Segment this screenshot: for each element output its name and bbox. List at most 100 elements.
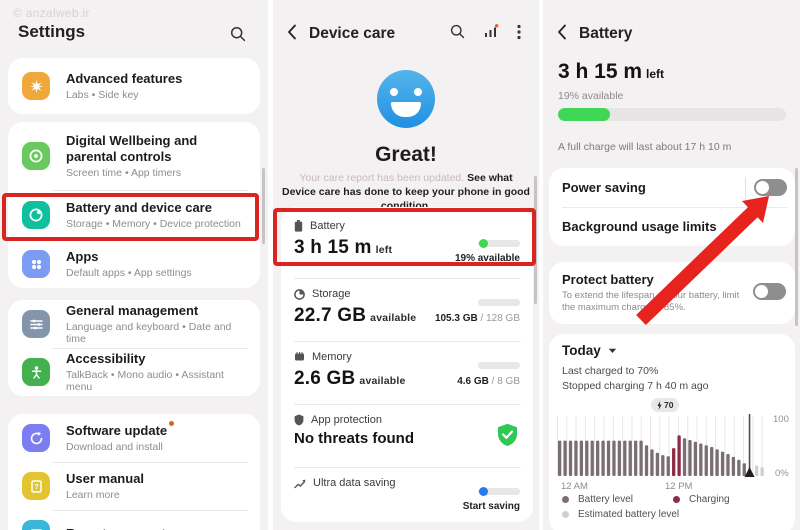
device-care-screen: Device care Great! Your care report has … [273, 0, 539, 530]
legend-estimated-level: Estimated battery level [562, 509, 679, 520]
battery-device-care-icon [22, 201, 50, 229]
item-subtitle: Download and install [66, 440, 163, 453]
settings-item-digital-wellbeing[interactable]: Digital Wellbeing and parental controls … [8, 122, 260, 190]
item-title: Battery and device care [66, 200, 212, 216]
device-care-header: Device care [273, 20, 539, 48]
care-report-note: Your care report has been updated. See w… [282, 172, 530, 212]
chevron-down-icon [608, 348, 616, 353]
background-usage-label: Background usage limits [562, 219, 717, 234]
protect-battery-toggle[interactable] [753, 283, 786, 300]
battery-header: Battery [543, 20, 800, 48]
divider [52, 190, 248, 191]
settings-card: Digital Wellbeing and parental controls … [8, 122, 260, 288]
power-saving-row[interactable]: Power saving [549, 168, 795, 207]
back-icon[interactable] [287, 24, 297, 45]
divider [294, 278, 521, 279]
item-subtitle: Screen time • App timers [66, 166, 182, 179]
divider [294, 404, 521, 405]
stats-icon[interactable] [483, 24, 499, 44]
more-icon[interactable] [517, 24, 521, 45]
time-left: 3 h 15 m left [558, 60, 665, 83]
battery-mini-gauge [478, 239, 520, 248]
item-title: Accessibility [66, 351, 146, 367]
advanced-features-icon [22, 72, 50, 100]
settings-item-accessibility[interactable]: Accessibility TalkBack • Mono audio • As… [8, 348, 260, 396]
item-title: Software update [66, 421, 175, 439]
back-icon[interactable] [557, 24, 567, 45]
legend-dot [673, 496, 680, 503]
apps-icon [22, 250, 50, 278]
settings-card: Advanced features Labs • Side key [8, 58, 260, 114]
battery-label: Battery [310, 220, 345, 232]
storage-label: Storage [312, 288, 351, 300]
divider [52, 462, 248, 463]
data-saving-dot [479, 487, 488, 496]
scrollbar[interactable] [795, 168, 798, 326]
divider [294, 341, 521, 342]
protect-battery-card[interactable]: Protect battery To extend the lifespan o… [549, 262, 795, 324]
accessibility-icon [22, 358, 50, 386]
remote-support-icon [22, 520, 50, 530]
last-charged-text: Last charged to 70% [562, 365, 659, 377]
item-subtitle: Storage • Memory • Device protection [66, 217, 241, 230]
period-dropdown[interactable]: Today [562, 343, 617, 358]
background-usage-limits-row[interactable]: Background usage limits [549, 207, 795, 246]
settings-item-remote-support[interactable]: Remote support [8, 510, 260, 530]
software-update-icon [22, 424, 50, 452]
x-tick-12pm: 12 PM [665, 481, 693, 492]
bolt-icon [657, 400, 662, 410]
svg-text:?: ? [34, 484, 38, 491]
battery-icon [294, 220, 303, 232]
memory-available: 2.6 GB available [294, 368, 406, 389]
memory-label: Memory [312, 351, 352, 363]
ultra-data-saving-label: Ultra data saving [313, 477, 396, 489]
general-management-icon [22, 310, 50, 338]
digital-wellbeing-icon [22, 142, 50, 170]
start-saving-action[interactable]: Start saving [462, 501, 520, 512]
app-protection-icon [294, 414, 304, 426]
update-badge-dot [169, 421, 175, 427]
storage-gauge [478, 299, 520, 306]
settings-item-software-update[interactable]: Software update Download and install [8, 414, 260, 462]
settings-item-general-management[interactable]: General management Language and keyboard… [8, 300, 260, 348]
divider [294, 467, 521, 468]
smiley-mouth [391, 102, 421, 117]
item-subtitle: TalkBack • Mono audio • Assistant menu [66, 368, 224, 393]
settings-item-user-manual[interactable]: ? User manual Learn more [8, 462, 260, 510]
battery-level-bar [558, 108, 786, 121]
settings-card: General management Language and keyboard… [8, 300, 260, 396]
shield-check-icon [497, 423, 518, 452]
settings-item-battery-device-care[interactable]: Battery and device care Storage • Memory… [8, 190, 260, 240]
settings-item-apps[interactable]: Apps Default apps • App settings [8, 240, 260, 288]
search-icon[interactable] [230, 26, 246, 47]
item-title: General management [66, 303, 199, 319]
item-subtitle: Labs • Side key [66, 88, 139, 101]
scrollbar[interactable] [534, 176, 537, 304]
legend-dot [562, 511, 569, 518]
threat-status: No threats found [294, 430, 414, 447]
period-label: Today [562, 343, 601, 358]
battery-available: 19% available [454, 253, 520, 264]
search-icon[interactable] [450, 24, 465, 44]
power-saving-label: Power saving [562, 180, 646, 195]
stopped-charging-text: Stopped charging 7 h 40 m ago [562, 380, 709, 392]
battery-history-chart [557, 414, 764, 477]
scrollbar[interactable] [262, 168, 265, 244]
battery-screen: Battery 3 h 15 m left 19% available A ful… [543, 0, 800, 530]
protect-battery-title: Protect battery [562, 272, 654, 287]
storage-usage: 105.3 GB / 128 GB [434, 313, 520, 324]
power-saving-toggle[interactable] [754, 179, 787, 196]
item-title: User manual [66, 471, 145, 487]
charge-peak-badge: 70 [651, 398, 680, 412]
row-separator [745, 176, 746, 199]
device-care-status-card: Battery 3 h 15 m left 19% available Stora… [281, 207, 533, 522]
settings-item-advanced-features[interactable]: Advanced features Labs • Side key [8, 58, 260, 114]
item-title: Advanced features [66, 71, 183, 87]
percent-available: 19% available [558, 90, 624, 102]
settings-title: Settings [18, 22, 86, 41]
battery-dot [479, 239, 488, 248]
item-title: Apps [66, 249, 99, 265]
user-manual-icon: ? [22, 472, 50, 500]
y-axis-min: 0% [775, 468, 789, 479]
